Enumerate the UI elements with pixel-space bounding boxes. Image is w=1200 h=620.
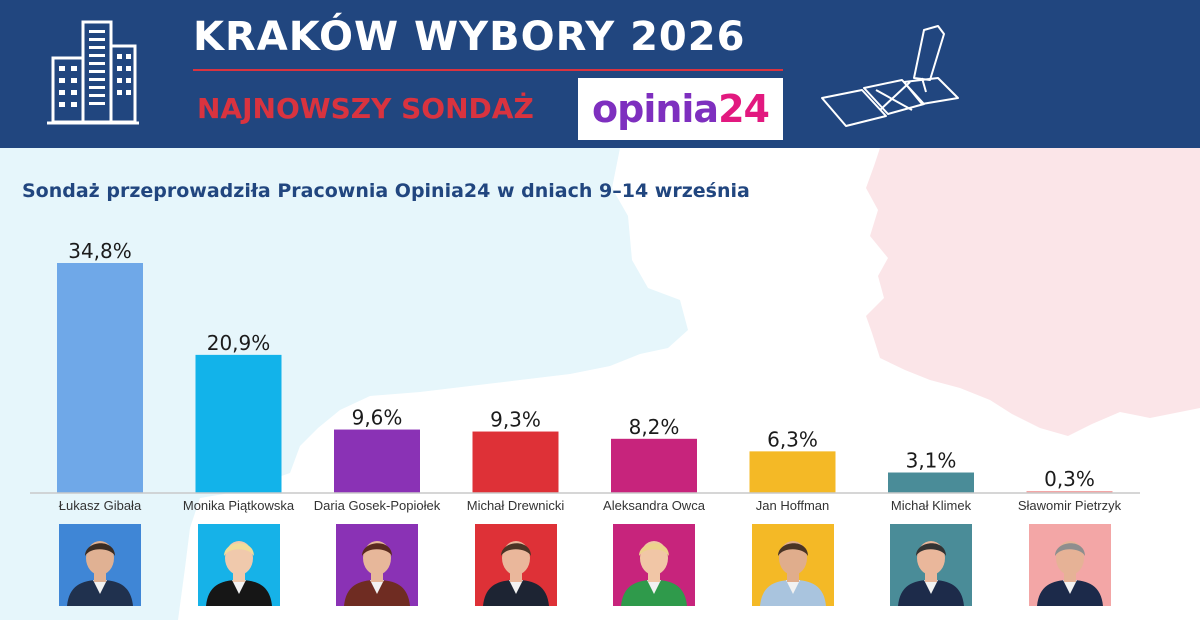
bar: [472, 431, 559, 493]
category-label: Łukasz Gibała: [59, 498, 142, 513]
opinia24-logo: opinia24: [578, 78, 783, 140]
category-label: Daria Gosek-Popiołek: [314, 498, 441, 513]
bar: [57, 263, 143, 493]
title-divider: [193, 69, 783, 71]
bar: [888, 472, 974, 493]
logo-text-24: 24: [718, 87, 770, 131]
candidate-photo: [890, 524, 972, 606]
bar-value-label: 20,9%: [207, 331, 271, 355]
page-title: KRAKÓW WYBORY 2026: [193, 14, 746, 60]
category-label: Michał Klimek: [891, 498, 972, 513]
ballot-voting-icon: [821, 25, 959, 127]
candidate-photo: [59, 524, 141, 606]
candidate-photo: [751, 524, 834, 606]
bar: [1026, 491, 1113, 493]
bar: [334, 429, 420, 493]
bar-value-label: 34,8%: [68, 239, 132, 263]
category-label: Monika Piątkowska: [183, 498, 295, 513]
category-label: Jan Hoffman: [756, 498, 829, 513]
candidate-photo: [474, 524, 557, 606]
map-region-left: [0, 148, 688, 498]
bar: [749, 451, 836, 493]
logo-text-opinia: opinia: [592, 87, 719, 131]
header-banner: KRAKÓW WYBORY 2026 NAJNOWSZY SONDAŻ opin…: [0, 0, 1200, 148]
chart-caption: Sondaż przeprowadziła Pracownia Opinia24…: [22, 180, 750, 202]
page-subtitle: NAJNOWSZY SONDAŻ: [197, 92, 534, 125]
candidate-photo: [1028, 524, 1111, 606]
category-label: Aleksandra Owca: [603, 498, 706, 513]
bar-value-label: 8,2%: [629, 415, 680, 439]
bar-value-label: 3,1%: [906, 449, 957, 473]
map-region-right: [866, 148, 1200, 436]
bar-value-label: 0,3%: [1044, 467, 1095, 491]
category-label: Sławomir Pietrzyk: [1018, 498, 1122, 513]
candidate-photo: [336, 524, 418, 606]
candidate-photo: [613, 524, 695, 606]
bar-value-label: 6,3%: [767, 427, 818, 451]
bar-value-label: 9,3%: [490, 408, 541, 432]
category-label: Michał Drewnicki: [467, 498, 565, 513]
candidate-photo: [197, 524, 280, 606]
buildings-icon: [47, 20, 139, 125]
bar-value-label: 9,6%: [352, 406, 403, 430]
bar: [195, 354, 282, 493]
bar-chart: 34,8% Łukasz Gibała 20,9% Monika Piątkowska…: [30, 239, 1140, 513]
bar: [611, 438, 697, 493]
